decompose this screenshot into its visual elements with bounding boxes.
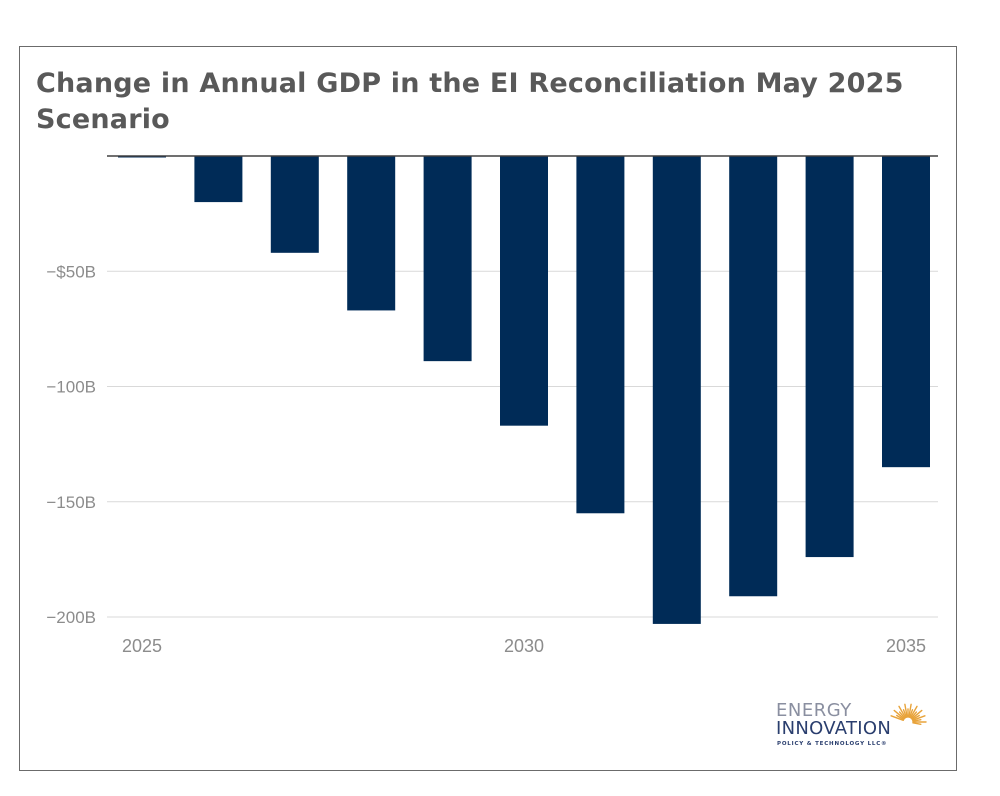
x-tick-label: 2035 (886, 636, 926, 656)
sun-ray (912, 719, 922, 722)
sun-ray (902, 709, 907, 719)
sun-ray (911, 709, 923, 720)
sun-ray (909, 709, 914, 719)
sun-ray (904, 703, 908, 718)
sun-ray (898, 711, 906, 719)
sun-ray (911, 715, 926, 721)
bar-2030 (500, 156, 548, 426)
sun-ray (912, 722, 922, 725)
logo-text-innovation: INNOVATION (776, 718, 892, 739)
energy-innovation-logo: ENERGY INNOVATION POLICY & TECHNOLOGY LL… (770, 700, 940, 760)
sun-ray (893, 709, 905, 720)
sun-ray (911, 714, 920, 721)
bar-2026 (194, 156, 243, 203)
x-tick-label: 2025 (122, 636, 162, 656)
bar-2029 (423, 156, 472, 362)
logo-text-energy: ENERGY (776, 700, 852, 721)
y-axis-ticks: −$50B −100B −150B −200B (46, 262, 96, 627)
chart-title: Change in Annual GDP in the EI Reconcili… (36, 68, 904, 135)
bar-2031 (576, 156, 625, 514)
bars (118, 156, 930, 624)
bar-2028 (347, 156, 396, 311)
bar-2033 (729, 156, 778, 597)
sun-ray (890, 715, 905, 721)
sunburst-icon (890, 703, 927, 725)
sun-ray (908, 703, 912, 718)
y-tick-label: −200B (46, 608, 96, 627)
chart-frame (19, 46, 957, 771)
sun-ray (898, 705, 907, 719)
sun-ray (896, 714, 905, 721)
y-tick-label: −100B (46, 378, 96, 397)
bar-2027 (270, 156, 319, 253)
bar-2035 (882, 156, 930, 468)
y-tick-label: −150B (46, 493, 96, 512)
sun-ray (910, 711, 918, 719)
x-tick-label: 2030 (504, 636, 544, 656)
sun-ray (909, 705, 918, 719)
logo-text-tagline: POLICY & TECHNOLOGY LLC® (777, 741, 888, 747)
x-axis-ticks: 2025 2030 2035 (122, 636, 926, 656)
y-tick-label: −$50B (46, 262, 96, 281)
bar-2034 (805, 156, 854, 558)
bar-2032 (652, 156, 701, 624)
